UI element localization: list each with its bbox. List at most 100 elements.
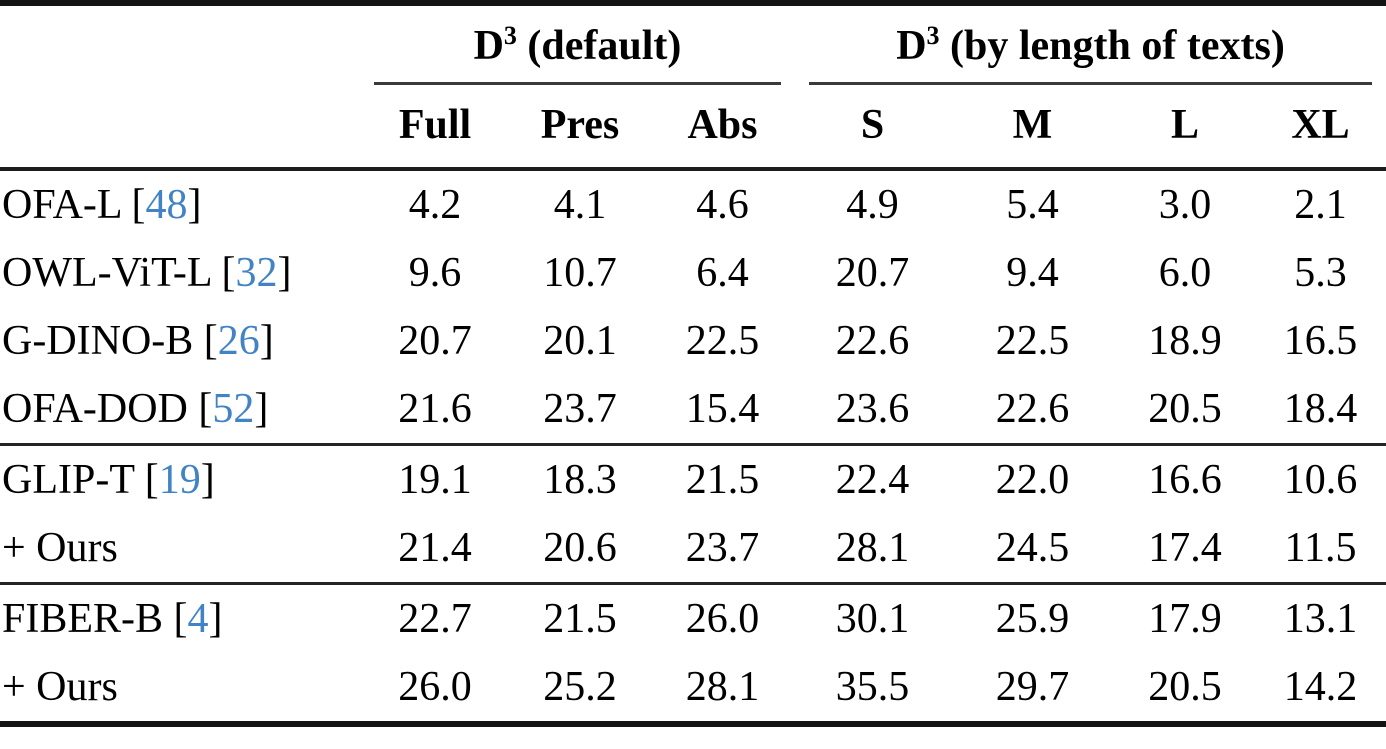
table-row: FIBER-B [4] 22.7 21.5 26.0 30.1 25.9 17.9 13.1 bbox=[0, 584, 1386, 654]
metric-value: 35.5 bbox=[835, 664, 910, 710]
metric-value: 6.4 bbox=[696, 250, 749, 296]
group-header-default-base: D bbox=[473, 23, 504, 69]
metric-value: 13.1 bbox=[1283, 596, 1358, 642]
method-label: + Ours bbox=[0, 653, 360, 724]
method-label: FIBER-B [4] bbox=[2, 596, 223, 642]
table-row: G-DINO-B [26] 20.7 20.1 22.5 22.6 22.5 18.9 16.… bbox=[0, 307, 1386, 375]
row-label-column-header bbox=[0, 85, 360, 169]
metric-value: 25.2 bbox=[543, 664, 617, 710]
metric-value: 25.9 bbox=[995, 596, 1070, 642]
table-row: OWL-ViT-L [32] 9.6 10.7 6.4 20.7 9.4 6.0 5.3 bbox=[0, 239, 1386, 307]
metric-value: 20.5 bbox=[1148, 664, 1222, 710]
column-header-abs: Abs bbox=[687, 102, 758, 148]
metric-value: 20.1 bbox=[543, 318, 617, 364]
method-label: OWL-ViT-L [32] bbox=[2, 250, 292, 296]
metric-value: 9.4 bbox=[1006, 250, 1059, 296]
metric-value: 20.5 bbox=[1148, 386, 1222, 432]
table-header: D3 (default) D3 (by length of texts) Ful… bbox=[0, 3, 1386, 169]
method-label: OFA-L [48] bbox=[2, 182, 202, 228]
metric-value: 21.6 bbox=[398, 386, 472, 432]
metric-value: 4.9 bbox=[846, 182, 899, 228]
citation-link[interactable]: 26 bbox=[217, 318, 260, 364]
metric-value: 26.0 bbox=[398, 664, 472, 710]
metric-value: 2.1 bbox=[1294, 182, 1347, 228]
group-header-default-rule: D3 (default) bbox=[374, 22, 781, 85]
method-label: G-DINO-B [26] bbox=[2, 318, 274, 364]
group-header-row: D3 (default) D3 (by length of texts) bbox=[0, 3, 1386, 85]
metric-value: 17.9 bbox=[1148, 596, 1222, 642]
table-section-3: FIBER-B [4] 22.7 21.5 26.0 30.1 25.9 17.9 13.1 +… bbox=[0, 583, 1386, 725]
metric-value: 11.5 bbox=[1284, 525, 1357, 571]
metric-value: 15.4 bbox=[685, 386, 760, 432]
metric-value: 28.1 bbox=[835, 525, 910, 571]
benchmark-results-table: D3 (default) D3 (by length of texts) Ful… bbox=[0, 0, 1386, 727]
metric-value: 16.6 bbox=[1148, 457, 1222, 503]
method-name: OFA-L bbox=[2, 182, 121, 228]
metric-value: 21.5 bbox=[685, 457, 760, 503]
metric-value: 23.7 bbox=[543, 386, 617, 432]
metric-value: 26.0 bbox=[685, 596, 760, 642]
metric-value: 30.1 bbox=[835, 596, 910, 642]
method-label: OFA-DOD [52] bbox=[2, 386, 269, 432]
metric-value: 23.6 bbox=[835, 386, 910, 432]
citation-link[interactable]: 32 bbox=[235, 250, 278, 296]
method-name: GLIP-T bbox=[2, 457, 135, 503]
metric-value: 20.7 bbox=[398, 318, 472, 364]
table-row: OFA-DOD [52] 21.6 23.7 15.4 23.6 22.6 20.5 18.4 bbox=[0, 375, 1386, 445]
metric-value: 16.5 bbox=[1283, 318, 1358, 364]
metric-value: 5.3 bbox=[1294, 250, 1347, 296]
metric-value: 22.5 bbox=[995, 318, 1070, 364]
metric-value: 6.0 bbox=[1158, 250, 1212, 296]
metric-value: 3.0 bbox=[1158, 182, 1212, 228]
method-name: FIBER-B bbox=[2, 596, 164, 642]
column-header-pres: Pres bbox=[540, 102, 620, 148]
metric-value: 20.6 bbox=[543, 525, 617, 571]
method-name: + Ours bbox=[2, 664, 118, 710]
citation-link[interactable]: 19 bbox=[158, 457, 201, 503]
column-header-row: Full Pres Abs S M L XL bbox=[0, 85, 1386, 169]
citation-link[interactable]: 4 bbox=[187, 596, 209, 642]
metric-value: 22.6 bbox=[835, 318, 910, 364]
group-header-by-length-sup: 3 bbox=[926, 21, 940, 50]
group-header-by-length: D3 (by length of texts) bbox=[795, 3, 1386, 85]
metric-value: 19.1 bbox=[398, 457, 472, 503]
table-row: OFA-L [48] 4.2 4.1 4.6 4.9 5.4 3.0 2.1 bbox=[0, 169, 1386, 239]
metric-value: 28.1 bbox=[685, 664, 760, 710]
metric-value: 22.4 bbox=[835, 457, 910, 503]
table-row: GLIP-T [19] 19.1 18.3 21.5 22.4 22.0 16.6 10.6 bbox=[0, 445, 1386, 515]
group-header-by-length-base: D bbox=[896, 23, 927, 69]
metric-value: 10.6 bbox=[1283, 457, 1358, 503]
method-name: + Ours bbox=[2, 525, 118, 571]
metric-value: 14.2 bbox=[1283, 664, 1358, 710]
method-label: GLIP-T [19] bbox=[2, 457, 215, 503]
metric-value: 4.6 bbox=[696, 182, 749, 228]
column-header-m: M bbox=[1012, 102, 1053, 148]
metric-value: 22.0 bbox=[995, 457, 1070, 503]
metric-value: 17.4 bbox=[1148, 525, 1222, 571]
table-row: + Ours 26.0 25.2 28.1 35.5 29.7 20.5 14.2 bbox=[0, 653, 1386, 724]
metric-value: 22.6 bbox=[995, 386, 1070, 432]
metric-value: 10.7 bbox=[543, 250, 617, 296]
metric-value: 21.5 bbox=[543, 596, 617, 642]
metric-value: 18.4 bbox=[1283, 386, 1358, 432]
column-header-full: Full bbox=[398, 102, 472, 148]
metric-value: 22.7 bbox=[398, 596, 472, 642]
metric-value: 21.4 bbox=[398, 525, 472, 571]
citation-link[interactable]: 52 bbox=[212, 386, 255, 432]
group-header-default: D3 (default) bbox=[360, 3, 795, 85]
metric-value: 18.3 bbox=[543, 457, 617, 503]
metric-value: 18.9 bbox=[1148, 318, 1222, 364]
column-header-l: L bbox=[1170, 102, 1199, 148]
metric-value: 29.7 bbox=[995, 664, 1070, 710]
method-label: + Ours bbox=[0, 514, 360, 584]
group-header-default-rest: (default) bbox=[516, 23, 682, 69]
metric-value: 23.7 bbox=[685, 525, 760, 571]
table-section-1: OFA-L [48] 4.2 4.1 4.6 4.9 5.4 3.0 2.1 OWL-ViT-L… bbox=[0, 169, 1386, 445]
metric-value: 20.7 bbox=[835, 250, 910, 296]
table-row: + Ours 21.4 20.6 23.7 28.1 24.5 17.4 11.5 bbox=[0, 514, 1386, 584]
column-header-xl: XL bbox=[1291, 102, 1350, 148]
method-name: OWL-ViT-L bbox=[2, 250, 211, 296]
metric-value: 24.5 bbox=[995, 525, 1070, 571]
citation-link[interactable]: 48 bbox=[145, 182, 188, 228]
group-header-by-length-rest: (by length of texts) bbox=[939, 23, 1285, 69]
